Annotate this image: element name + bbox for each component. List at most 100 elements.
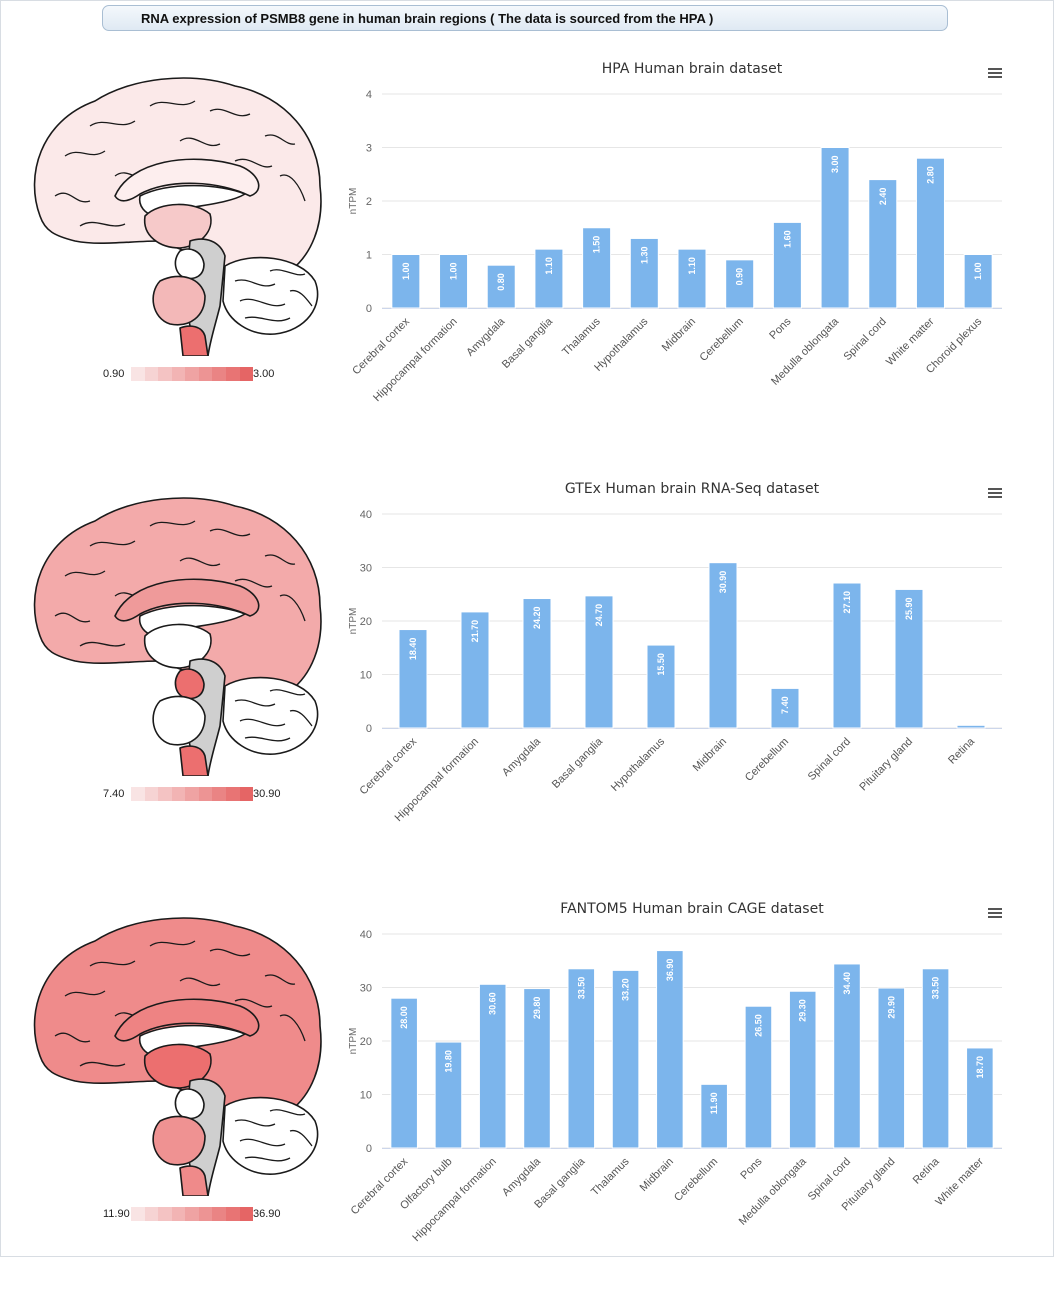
bar[interactable] [963, 254, 993, 309]
bar-chart-gtex: GTEx Human brain RNA-Seq dataset nTPM 0 10 2… [340, 476, 1040, 876]
chart-menu-button[interactable] [988, 66, 1002, 78]
legend-swatch [225, 367, 240, 381]
y-axis-label: nTPM [348, 608, 359, 635]
bar[interactable] [772, 221, 802, 309]
data-label: 1.50 [592, 236, 602, 254]
bar[interactable] [460, 611, 490, 729]
x-tick-label: Amygdala [500, 1155, 544, 1199]
x-tick-label: Cerebral cortex [357, 735, 419, 797]
cerebellum-fold [234, 1119, 276, 1127]
bar[interactable] [725, 259, 755, 309]
y-tick-label: 0 [366, 723, 372, 735]
chart-svg: FANTOM5 Human brain CAGE dataset nTPM 0 10 2… [348, 901, 1002, 1244]
bar[interactable] [439, 254, 469, 309]
gyrus-line [89, 960, 136, 967]
brain-pons [152, 695, 206, 746]
gyrus-line [54, 612, 91, 623]
bar[interactable] [832, 582, 862, 729]
bar[interactable] [390, 997, 418, 1149]
data-label: 0.80 [496, 273, 506, 291]
bar[interactable] [523, 988, 551, 1149]
hamburger-menu-icon [988, 488, 1002, 490]
brain-cerebellum [222, 256, 319, 335]
bar[interactable] [966, 1047, 994, 1149]
bar[interactable] [486, 264, 516, 309]
data-label: 0.90 [735, 268, 745, 286]
brain-midbrain [174, 248, 205, 280]
x-tick-label: Thalamus [560, 315, 603, 358]
gyrus-line [279, 594, 306, 622]
bar[interactable] [478, 983, 507, 1149]
gyrus-line [234, 158, 273, 168]
legend-color-ramp [131, 367, 254, 381]
cerebellum-fold [244, 1156, 291, 1162]
bar[interactable] [788, 990, 817, 1149]
legend-swatch [158, 1207, 172, 1221]
bar[interactable] [744, 1005, 773, 1149]
x-tick-label: Midbrain [660, 316, 698, 354]
bar[interactable] [820, 147, 850, 309]
bar[interactable] [434, 1041, 463, 1149]
brain-pons [152, 1115, 206, 1166]
data-label: 1.60 [782, 230, 792, 248]
bar[interactable] [921, 968, 950, 1149]
bar[interactable] [629, 237, 659, 309]
x-tick-label: Cerebellum [698, 316, 746, 364]
brain-cerebellum [222, 676, 319, 755]
cerebellum-fold [289, 289, 313, 307]
bar[interactable] [868, 179, 898, 309]
brain-corpus-callosum [114, 998, 260, 1042]
x-tick-label: Spinal cord [806, 736, 853, 783]
gyrus-line [79, 1061, 126, 1067]
y-tick-label: 10 [360, 1090, 372, 1102]
legend-max-value: 30.90 [253, 788, 281, 800]
data-label: 29.30 [798, 999, 808, 1022]
x-tick-label: Pons [738, 1155, 765, 1182]
chart-menu-button[interactable] [988, 906, 1002, 918]
y-tick-label: 3 [366, 143, 372, 155]
legend-swatch [131, 787, 145, 801]
bar[interactable] [677, 248, 707, 309]
cerebellum-fold [244, 736, 291, 742]
chart-menu-button[interactable] [988, 486, 1002, 498]
gyrus-line [64, 570, 106, 577]
data-label: 2.80 [925, 166, 935, 184]
x-tick-label: Retina [946, 735, 978, 767]
brain-svg [33, 917, 322, 1197]
bar[interactable] [398, 629, 428, 729]
brain-corpus-callosum [114, 158, 260, 202]
brain-medulla [179, 1165, 209, 1197]
data-label: 36.90 [665, 959, 675, 982]
data-label: 1.00 [449, 263, 459, 281]
bar[interactable] [646, 644, 676, 729]
data-label: 30.90 [718, 571, 728, 594]
bar[interactable] [770, 687, 800, 729]
section-hpa: 0.90 3.00 HPA Human brain dataset nTPM 0 1 2… [0, 40, 1054, 460]
bar[interactable] [915, 157, 945, 309]
cerebellum-fold [269, 269, 306, 276]
data-label: 29.80 [532, 997, 542, 1020]
legend-swatch [185, 787, 199, 801]
bar[interactable] [956, 724, 986, 729]
bar[interactable] [391, 254, 421, 309]
gyrus-line [279, 1014, 306, 1042]
bar[interactable] [567, 968, 596, 1149]
bar[interactable] [708, 562, 738, 729]
bar[interactable] [877, 987, 906, 1149]
brain-illustration [20, 486, 330, 777]
bar[interactable] [534, 248, 564, 309]
bar[interactable] [656, 950, 684, 1149]
bar[interactable] [833, 963, 861, 1149]
y-axis-label: nTPM [348, 188, 359, 215]
y-tick-label: 0 [366, 303, 372, 315]
bar[interactable] [700, 1083, 728, 1149]
x-tick-label: Basal ganglia [500, 315, 556, 371]
bar[interactable] [584, 595, 614, 729]
legend-swatch [171, 1207, 186, 1221]
y-tick-label: 1 [366, 250, 372, 262]
bar[interactable] [522, 598, 552, 729]
gyrus-line [54, 192, 91, 203]
bar[interactable] [582, 227, 612, 309]
bar[interactable] [894, 588, 924, 729]
bar[interactable] [611, 969, 640, 1149]
